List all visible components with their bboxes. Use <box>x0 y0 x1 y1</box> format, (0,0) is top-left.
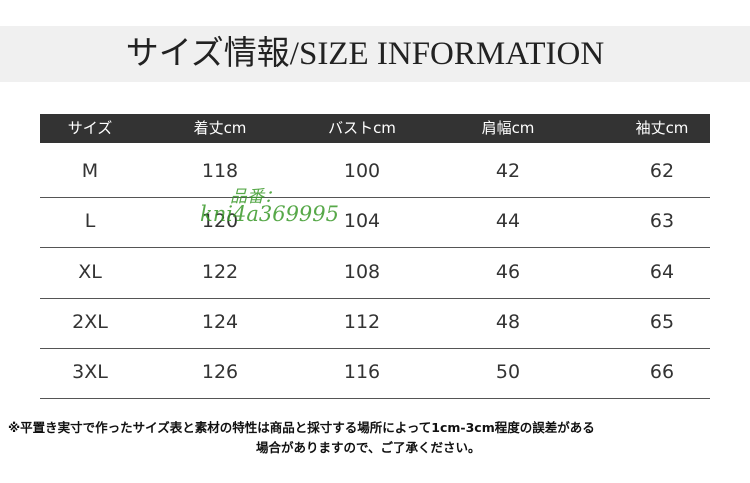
table-cell: 2XL <box>72 310 108 333</box>
title-banner <box>0 26 750 82</box>
table-cell: 65 <box>649 310 675 333</box>
table-cell: 104 <box>343 210 381 233</box>
table-cell: 118 <box>201 160 239 182</box>
header-cell: 袖丈cm <box>635 119 689 137</box>
table-cell: 62 <box>649 160 675 182</box>
table-cell: 124 <box>201 310 239 333</box>
row-divider <box>40 398 710 400</box>
table-cell: 120 <box>201 210 239 233</box>
header-cell: バストcm <box>328 119 396 137</box>
header-cell: 肩幅cm <box>481 119 535 137</box>
table-cell: 112 <box>343 310 381 333</box>
header-cell: 着丈cm <box>193 119 247 137</box>
table-cell: 126 <box>201 361 239 384</box>
table-cell: 50 <box>495 361 521 384</box>
note: ※平置き実寸で作ったサイズ表と素材の特性は商品と採寸する場所によって1cm-3c… <box>8 418 748 458</box>
table-cell: 3XL <box>72 361 108 384</box>
row-divider <box>40 347 710 349</box>
table-header <box>40 114 710 143</box>
table-cell: 42 <box>495 160 521 182</box>
watermark-label: 品番： <box>230 187 281 207</box>
table-cell: 116 <box>343 361 381 384</box>
table-cell: 63 <box>649 210 675 233</box>
header-cell: サイズ <box>67 119 113 137</box>
table-cell: 122 <box>201 260 239 283</box>
table-cell: XL <box>78 260 102 283</box>
table-cell: 64 <box>649 260 675 283</box>
table-cell: M <box>81 160 99 182</box>
table-cell: 46 <box>495 260 521 283</box>
table-cell: 44 <box>495 210 521 233</box>
table-cell: L <box>84 210 96 233</box>
table-cell: 66 <box>649 361 675 384</box>
row-divider <box>40 247 710 249</box>
table-cell: 48 <box>495 310 521 333</box>
watermark-code: kni4a369995 <box>200 202 340 226</box>
title: サイズ情報/SIZE INFORMATION <box>125 36 605 72</box>
row-divider <box>40 197 710 198</box>
note-line: ※平置き実寸で作ったサイズ表と素材の特性は商品と採寸する場所によって1cm-3c… <box>8 420 595 435</box>
note-line: 場合がありますので、ご了承ください。 <box>256 440 481 455</box>
table-cell: 100 <box>343 160 381 182</box>
row-divider <box>40 297 710 299</box>
table-cell: 108 <box>343 260 381 283</box>
